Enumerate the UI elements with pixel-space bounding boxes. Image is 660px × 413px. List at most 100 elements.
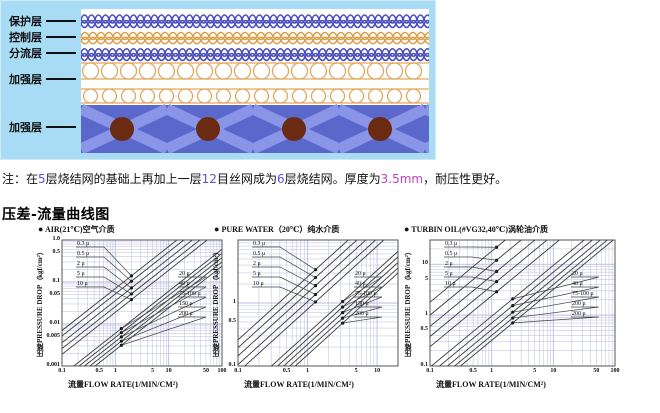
series-label: 150 μ bbox=[355, 301, 369, 307]
series-marker bbox=[511, 310, 515, 314]
series-marker bbox=[494, 290, 499, 294]
series-label: 0.3 μ bbox=[445, 241, 457, 247]
x-tick-oil-2: 1 bbox=[490, 368, 494, 374]
plot-svg-air: 0.3 μ 0.5 μ 2 μ 5 μ 10 μ 20 μ 40 μ 75-100 μ 150 … bbox=[61, 239, 223, 367]
chart-title-air: ● AIR(21℃)空气介质 bbox=[38, 224, 228, 235]
series-marker bbox=[511, 321, 515, 325]
note-num-6: 6 bbox=[276, 172, 285, 186]
series-label: 5 μ bbox=[253, 271, 261, 277]
series-label: 200 μ bbox=[572, 301, 586, 307]
layer-label-protection: 保护层 bbox=[9, 13, 76, 29]
y-tick-oil-2: 1 bbox=[425, 311, 428, 318]
x-tick-oil-1: 0.5 bbox=[469, 368, 477, 374]
series-label: 0.5 μ bbox=[445, 251, 457, 257]
series-label: 20 μ bbox=[179, 271, 190, 277]
x-axis-title-water: 流量FLOW RATE(1/MIN/CM²) bbox=[244, 380, 354, 389]
x-tick-air-1: 0.5 bbox=[95, 368, 104, 374]
series-group-water bbox=[238, 240, 398, 366]
chart-panel-oil: ● TURBIN OIL(#VG32,40℃)涡轮油介质 压降PRESSURE … bbox=[404, 224, 624, 404]
chart-title-water: ● PURE WATER（20℃）纯水介质 bbox=[214, 224, 404, 235]
note-num-12: 12 bbox=[201, 172, 217, 186]
callouts-air: 0.3 μ 0.5 μ 2 μ 5 μ 10 μ 20 μ 40 μ 75-100 μ 150 … bbox=[76, 241, 208, 346]
series-label: 2 μ bbox=[77, 261, 85, 267]
x-tick-air-4: 10 bbox=[165, 368, 172, 374]
x-tick-oil-5: 50 bbox=[593, 368, 600, 374]
y-tick-air-6: 0.001 bbox=[46, 362, 61, 368]
plot-svg-oil: 0.3 μ 0.5 μ 2 μ 5 μ 10 μ 20 μ 40 μ 75-100 μ 200 … bbox=[429, 239, 616, 367]
bullet-icon: ● bbox=[214, 224, 220, 234]
leader-line-icon bbox=[46, 20, 76, 22]
series-line bbox=[294, 272, 398, 366]
plot-svg-water: 0.3 μ 0.5 μ 2 μ 5 μ 10 μ 20 μ 40 μ 75-100 μ 150 … bbox=[237, 239, 399, 367]
series-label: 200 μ bbox=[355, 311, 369, 317]
series-label: 40 μ bbox=[572, 281, 583, 287]
layer-label-reinforce-upper-text: 加强层 bbox=[9, 73, 42, 86]
mesh-cross-section-svg bbox=[81, 9, 429, 153]
chart-title-water-text: PURE WATER（20℃）纯水介质 bbox=[221, 225, 340, 234]
series-label: 150 μ bbox=[179, 301, 193, 307]
series-line bbox=[94, 265, 222, 366]
series-marker bbox=[119, 339, 124, 343]
y-tick-air-0: 1.0 bbox=[52, 236, 61, 242]
series-line bbox=[459, 240, 614, 366]
y-tick-air-3: 0.05 bbox=[49, 290, 61, 297]
series-label: 0.3 μ bbox=[253, 241, 265, 247]
note-mid-2: 目丝网成为 bbox=[216, 172, 277, 186]
series-label: 10 μ bbox=[77, 281, 88, 287]
x-tick-air-0: 0.1 bbox=[58, 368, 66, 374]
series-line bbox=[430, 240, 548, 338]
leader-line-icon bbox=[46, 78, 76, 80]
series-label: 40 μ bbox=[179, 281, 190, 287]
series-label: 0.5 μ bbox=[77, 251, 89, 257]
series-marker bbox=[494, 269, 499, 274]
series-line bbox=[238, 240, 377, 366]
y-tick-water-2: 0.1 bbox=[228, 362, 237, 368]
section-title: 压差-流量曲线图 bbox=[2, 207, 110, 223]
series-marker bbox=[341, 299, 345, 304]
series-marker bbox=[511, 316, 515, 320]
y-tick-oil-3: 0.5 bbox=[420, 326, 429, 333]
x-tick-water-2: 1 bbox=[306, 368, 310, 374]
y-tick-oil-1: 5 bbox=[425, 275, 428, 282]
series-label: 20 μ bbox=[572, 271, 583, 277]
layer-label-diversion: 分流层 bbox=[9, 45, 76, 61]
chart-title-air-text: AIR(21℃)空气介质 bbox=[45, 225, 115, 234]
series-marker bbox=[129, 292, 133, 296]
x-axis-title-air: 流量FLOW RATE(1/MIN/CM²) bbox=[68, 380, 178, 389]
x-tick-water-3: 5 bbox=[354, 368, 358, 374]
series-line bbox=[430, 240, 536, 328]
x-tick-oil-6: 100 bbox=[610, 368, 620, 374]
note-num-5: 5 bbox=[38, 172, 46, 186]
series-line bbox=[62, 240, 178, 332]
series-marker bbox=[313, 300, 318, 304]
series-line bbox=[283, 261, 398, 366]
note-prefix: 注：在 bbox=[2, 172, 39, 186]
series-label: 75-100 μ bbox=[355, 291, 377, 297]
series-marker bbox=[494, 258, 499, 262]
series-line bbox=[83, 257, 222, 366]
series-label: 200 μ bbox=[572, 311, 586, 317]
series-label: 40 μ bbox=[355, 281, 366, 287]
series-label: 10 μ bbox=[445, 281, 456, 287]
layer-label-reinforce-lower-text: 加强层 bbox=[9, 121, 42, 134]
layer-label-protection-text: 保护层 bbox=[9, 15, 42, 28]
layer-label-diversion-text: 分流层 bbox=[9, 47, 42, 60]
chart-panel-air: ● AIR(21℃)空气介质 压降PRESSURE DROP（kgf/cm²） 0… bbox=[36, 224, 228, 404]
series-label: 10 μ bbox=[253, 281, 264, 287]
y-tick-air-1: 0.5 bbox=[52, 248, 61, 255]
series-line bbox=[438, 240, 594, 366]
series-line bbox=[453, 240, 609, 366]
bullet-icon: ● bbox=[404, 224, 410, 234]
x-axis-title-oil: 流量FLOW RATE(1/MIN/CM²) bbox=[436, 380, 546, 389]
series-line bbox=[270, 250, 398, 366]
y-tick-oil-0: 10 bbox=[422, 260, 428, 267]
x-tick-water-1: 0.5 bbox=[282, 368, 291, 374]
series-line bbox=[89, 261, 222, 366]
note-mid-1: 层烧结网的基础上再加上一层 bbox=[45, 172, 202, 186]
y-tick-water-0: 1 bbox=[233, 299, 236, 305]
note-suffix: ，耐压性更好。 bbox=[423, 172, 508, 186]
note-mid-3: 层烧结网。厚度为 bbox=[284, 172, 381, 186]
series-marker bbox=[313, 275, 318, 280]
